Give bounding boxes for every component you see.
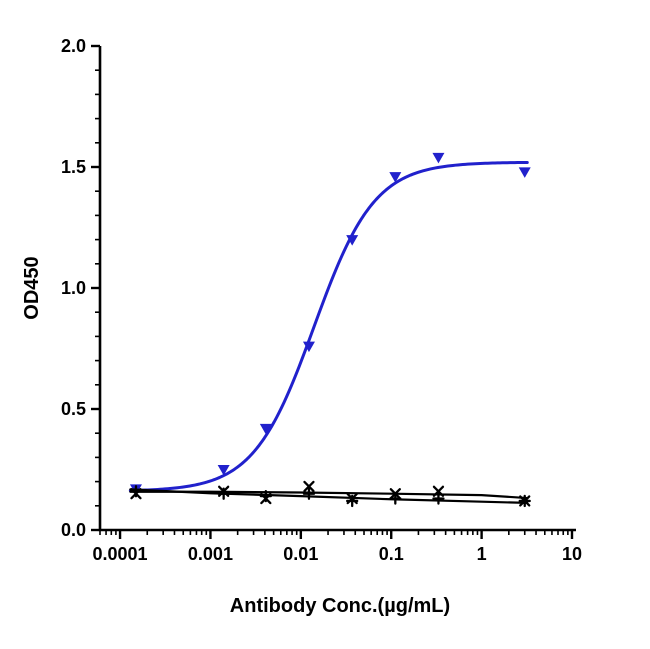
y-tick-label: 0.0 — [61, 520, 86, 540]
x-marker — [303, 480, 315, 493]
x-marker — [432, 485, 445, 497]
triangle-down-marker — [432, 152, 445, 164]
y-axis-title: OD450 — [21, 256, 43, 319]
series-markers-antibody-binding — [129, 152, 531, 495]
plus-marker — [217, 487, 230, 500]
plus-marker — [389, 492, 402, 505]
plus-marker — [302, 487, 316, 500]
fit-curve — [129, 488, 529, 504]
plus-marker — [346, 494, 359, 508]
triangle-down-marker — [389, 172, 402, 183]
axis-line — [98, 46, 576, 532]
triangle-down-marker — [259, 423, 272, 435]
x-tick-label: 0.001 — [188, 544, 233, 564]
triangle-down-marker — [346, 235, 359, 246]
x-axis-minor-ticks — [99, 530, 569, 535]
triangle-down-marker — [518, 167, 531, 178]
fit-curve — [128, 160, 529, 493]
triangle-down-marker — [302, 341, 315, 353]
y-tick-label: 0.5 — [61, 399, 86, 419]
y-tick-label: 2.0 — [61, 36, 86, 56]
x-tick-label: 1 — [477, 544, 487, 564]
plus-marker — [518, 494, 531, 508]
triangle-down-marker — [217, 465, 230, 476]
x-tick-label: 0.1 — [379, 544, 404, 564]
axes — [98, 46, 576, 532]
x-axis-title: Antibody Conc.(µg/mL) — [230, 595, 450, 617]
chart-content: 0.0001 0.001 0.01 0.1 1 10 0.0 0.5 1.0 1.5 2.0 — [61, 36, 582, 564]
series-antibody-binding — [128, 152, 531, 495]
x-tick-label: 0.01 — [283, 544, 318, 564]
x-axis-ticks: 0.0001 0.001 0.01 0.1 1 10 — [93, 530, 582, 564]
series-control-plus — [129, 485, 531, 508]
y-tick-label: 1.0 — [61, 278, 86, 298]
x-tick-label: 10 — [562, 544, 582, 564]
y-axis-minor-ticks — [95, 69, 100, 507]
x-tick-label: 0.0001 — [93, 544, 148, 564]
plus-marker — [432, 492, 445, 505]
y-tick-label: 1.5 — [61, 157, 86, 177]
plus-marker — [259, 489, 272, 503]
plus-marker — [129, 485, 143, 498]
y-axis-ticks: 0.0 0.5 1.0 1.5 2.0 — [61, 36, 100, 540]
series-markers-control-plus — [129, 485, 531, 508]
